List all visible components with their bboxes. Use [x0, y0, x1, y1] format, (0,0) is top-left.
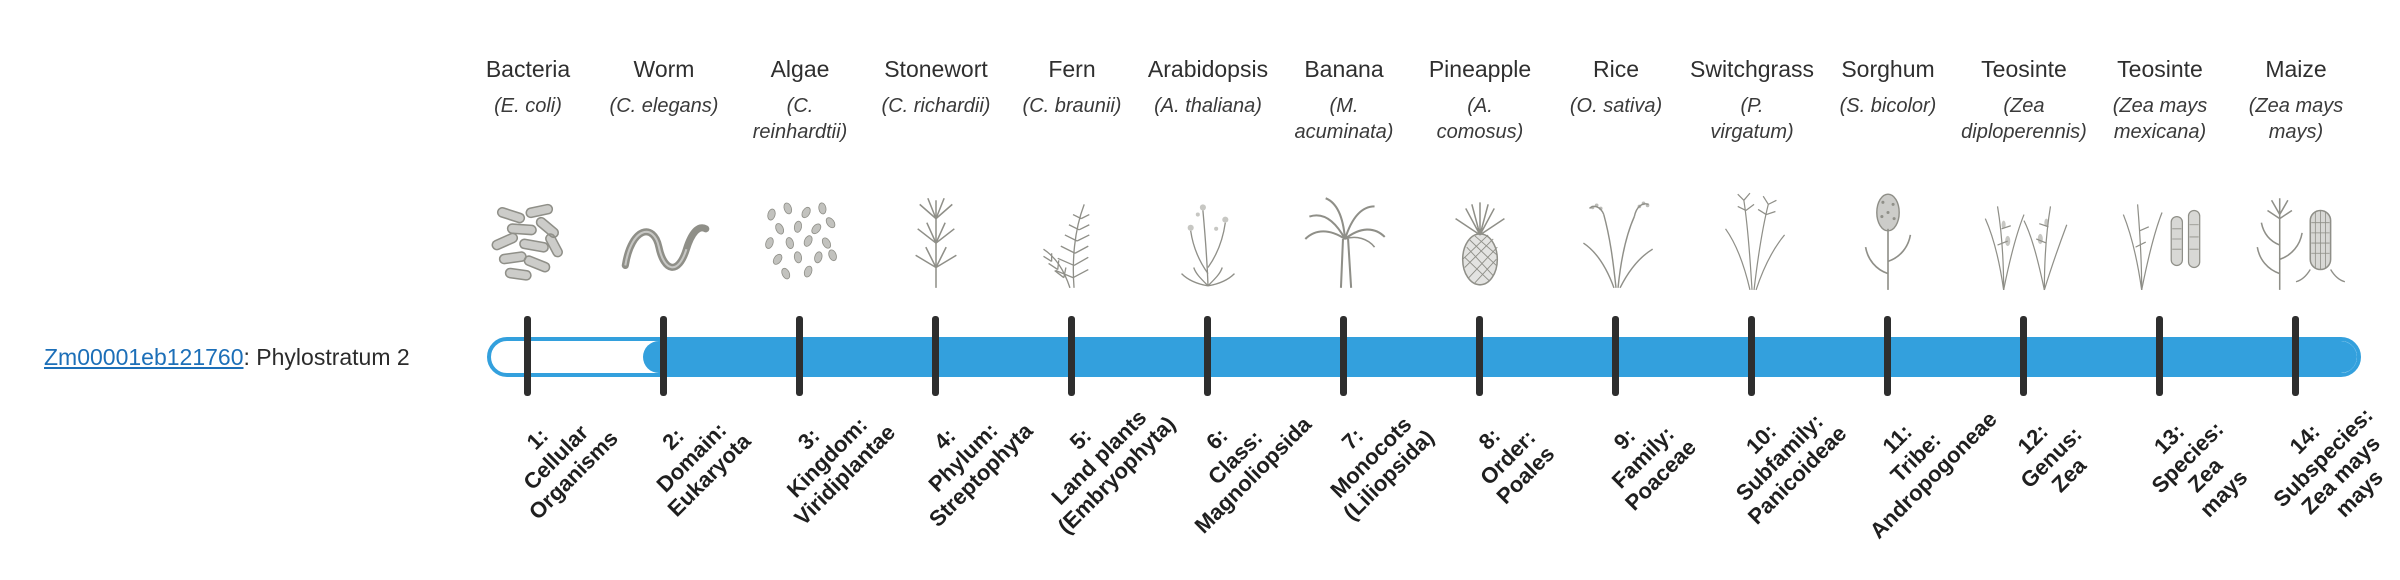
- phylostratum-tick: [796, 316, 803, 396]
- organism-scientific-name: (C. elegans): [609, 94, 719, 117]
- organism-scientific-name: (O. sativa): [1569, 94, 1663, 117]
- organism-scientific-name: (Zea diploperennis): [1961, 94, 2087, 143]
- phylostratum-tick: [2292, 316, 2299, 396]
- organism-scientific-name: (Zea mays mays): [2248, 94, 2344, 143]
- organism-scientific-name: (S. bicolor): [1839, 94, 1937, 117]
- phylostratum-tick: [1612, 316, 1619, 396]
- phylostratum-label-wrapper: 1: Cellular Organisms: [453, 420, 623, 525]
- phylostratum-label-wrapper: 5: Land plants (Embryophyta): [997, 404, 1180, 538]
- organism-common-name: Pineapple: [1428, 56, 1532, 82]
- organism-column: Pineapple (A. comosus): [1400, 56, 1560, 296]
- phylostratum-label-wrapper: 4: Phylum: Streptophyta: [861, 417, 1037, 531]
- organism-scientific-name: (A. comosus): [1436, 94, 1524, 143]
- organism-common-name: Banana: [1304, 56, 1384, 82]
- gene-label: Zm00001eb121760: Phylostratum 2: [44, 343, 474, 371]
- organism-scientific-name: (A. thaliana): [1154, 94, 1262, 117]
- phylostratum-label-wrapper: 2: Domain: Eukaryota: [589, 417, 755, 521]
- organism-column: Fern (C. braunii): [992, 56, 1152, 296]
- organism-scientific-name: (P. virgatum): [1710, 94, 1794, 143]
- phylostratum-label-wrapper: 11: Tribe: Andropogoneae: [1813, 406, 2001, 543]
- switchgrass-icon: [1700, 184, 1804, 296]
- organism-common-name: Maize: [2265, 56, 2327, 82]
- organism-column: Worm (C. elegans): [584, 56, 744, 296]
- organism-column: Maize (Zea mays mays): [2216, 56, 2376, 296]
- phylostratum-label-wrapper: 6: Class: Magnoliopsida: [1133, 412, 1317, 539]
- phylostratum-tick: [1476, 316, 1483, 396]
- organism-scientific-name: (E. coli): [494, 94, 562, 117]
- phylostrata-bar: [487, 337, 2361, 377]
- organism-column: Stonewort (C. richardii): [856, 56, 1016, 296]
- organism-common-name: Algae: [770, 56, 830, 82]
- organism-column: Banana (M. acuminata): [1264, 56, 1424, 296]
- phylostratum-tick: [524, 316, 531, 396]
- phylostrata-bar-fill: [643, 341, 2357, 373]
- organism-column: Arabidopsis (A. thaliana): [1128, 56, 1288, 296]
- bacteria-icon: [476, 184, 580, 296]
- organism-common-name: Bacteria: [485, 56, 571, 82]
- stonewort-icon: [884, 184, 988, 296]
- organism-column: Switchgrass (P. virgatum): [1672, 56, 1832, 296]
- sorghum-icon: [1836, 184, 1940, 296]
- phylostratum-tick: [2020, 316, 2027, 396]
- organism-common-name: Rice: [1592, 56, 1639, 82]
- organism-column: Sorghum (S. bicolor): [1808, 56, 1968, 296]
- algae-icon: [748, 184, 852, 296]
- gene-phylostratum-text: : Phylostratum 2: [243, 344, 410, 370]
- organism-scientific-name: (C. reinhardtii): [752, 94, 848, 143]
- phylostratum-label-wrapper: 3: Kingdom: Viridiplantae: [725, 412, 901, 531]
- pineapple-icon: [1428, 184, 1532, 296]
- teosinte-icon: [1972, 184, 2076, 296]
- phylostratum-tick: [1204, 316, 1211, 396]
- banana-icon: [1292, 184, 1396, 296]
- fern-icon: [1020, 184, 1124, 296]
- maize-icon: [2244, 184, 2348, 296]
- teosinte-ear-icon: [2108, 184, 2212, 296]
- organism-common-name: Stonewort: [884, 56, 988, 82]
- organism-common-name: Arabidopsis: [1147, 56, 1269, 82]
- phylostratum-label-wrapper: 8: Order: Poales: [1405, 423, 1559, 509]
- organism-scientific-name: (M. acuminata): [1294, 94, 1394, 143]
- organism-common-name: Sorghum: [1841, 56, 1935, 82]
- phylostratum-tick: [1884, 316, 1891, 396]
- phylostratum-label: 14: Subspecies: Zea mays mays: [2268, 402, 2388, 522]
- organism-scientific-name: (C. richardii): [881, 94, 991, 117]
- phylostratum-tick: [1748, 316, 1755, 396]
- phylostratum-tick: [932, 316, 939, 396]
- phylostratum-tick: [2156, 316, 2163, 396]
- phylostratum-label-wrapper: 14: Subspecies: Zea mays mays: [2221, 402, 2387, 532]
- organism-column: Teosinte (Zea mays mexicana): [2080, 56, 2240, 296]
- rice-icon: [1564, 184, 1668, 296]
- phylostratum-tick: [1068, 316, 1075, 396]
- arabidopsis-icon: [1156, 184, 1260, 296]
- organism-common-name: Switchgrass: [1690, 56, 1814, 82]
- worm-icon: [612, 184, 716, 296]
- phylostratum-label-wrapper: 13: Species: Zea mays: [2085, 416, 2252, 532]
- phylostratum-tick: [1340, 316, 1347, 396]
- organism-common-name: Worm: [633, 56, 695, 82]
- phylostratum-label-wrapper: 10: Subfamily: Panicoideae: [1677, 408, 1851, 529]
- phylostratum-label-wrapper: 12: Genus: Zea: [1949, 419, 2099, 507]
- organism-common-name: Teosinte: [2117, 56, 2203, 82]
- organism-common-name: Fern: [1048, 56, 1096, 82]
- organism-column: Teosinte (Zea diploperennis): [1944, 56, 2104, 296]
- organism-scientific-name: (Zea mays mexicana): [2112, 94, 2208, 143]
- organism-column: Rice (O. sativa): [1536, 56, 1696, 296]
- phylostratum-label-wrapper: 7: Monocots (Liliopsida): [1269, 411, 1439, 525]
- gene-id-link[interactable]: Zm00001eb121760: [44, 344, 244, 370]
- organism-scientific-name: (C. braunii): [1022, 94, 1122, 117]
- organism-column: Algae (C. reinhardtii): [720, 56, 880, 296]
- phylostratum-tick: [660, 316, 667, 396]
- phylostratum-label-wrapper: 9: Family: Poaceae: [1541, 421, 1702, 516]
- organism-column: Bacteria (E. coli): [448, 56, 608, 296]
- organism-common-name: Teosinte: [1981, 56, 2067, 82]
